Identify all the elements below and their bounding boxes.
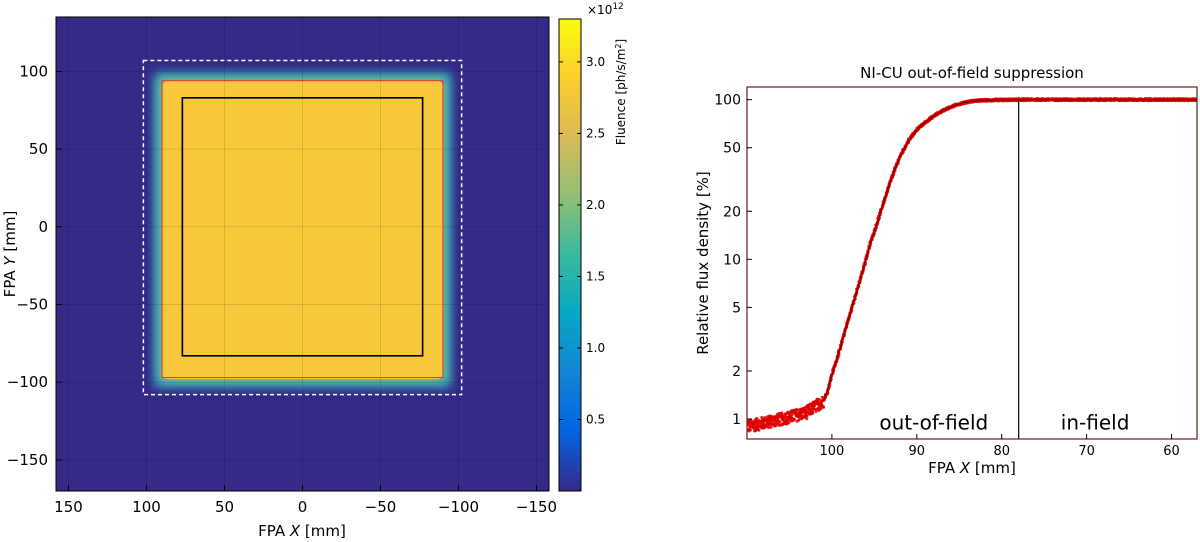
- heatmap-grid: [56, 17, 549, 491]
- x-tick-label: 100: [819, 444, 844, 459]
- data-point: [817, 397, 821, 401]
- colorbar-tick-label: 2.5: [586, 126, 605, 140]
- data-point: [769, 419, 773, 423]
- data-point: [792, 417, 796, 421]
- profile-core-line: [822, 99, 1197, 402]
- data-point: [822, 405, 826, 409]
- y-tick-label: 10: [723, 252, 741, 268]
- outline-white-dashed: [142, 59, 463, 396]
- suppression-panel: NI-CU out-of-field suppression 100 90 80 70…: [694, 64, 1198, 477]
- data-point: [769, 425, 773, 429]
- data-point: [812, 404, 816, 408]
- y-tick-label: −150: [7, 451, 48, 469]
- x-tick-label: 50: [215, 498, 234, 516]
- colorbar-tick-label: 1.0: [586, 341, 605, 355]
- scatter-annotations: out-of-field in-field: [879, 411, 1129, 435]
- x-tick-label: 70: [1078, 444, 1095, 459]
- heatmap-ticks: 150 100 50 0 −50 −100 −150 100 50 0 −50 −100 −150: [7, 62, 557, 516]
- x-tick-label: 150: [54, 498, 83, 516]
- x-tick-label: 80: [993, 444, 1010, 459]
- scatter-ticks: 100 90 80 70 60 1 2 5 10 20 50 100: [714, 93, 1180, 459]
- x-tick-label: 60: [1163, 444, 1180, 459]
- x-tick-label: 90: [909, 444, 926, 459]
- data-point: [749, 428, 753, 432]
- y-tick-label: 50: [723, 141, 741, 157]
- x-tick-label: −150: [516, 498, 557, 516]
- colorbar-tick-label: 0.5: [586, 412, 605, 426]
- data-point: [778, 420, 782, 424]
- x-tick-label: −50: [365, 498, 397, 516]
- y-tick-label: 50: [29, 140, 48, 158]
- scatter-xlabel: FPA X [mm]: [928, 459, 1016, 477]
- data-point: [811, 411, 815, 415]
- y-tick-label: 100: [19, 62, 48, 80]
- colorbar-tick-label: 3.0: [586, 55, 605, 69]
- data-point: [805, 414, 809, 418]
- data-point: [783, 416, 787, 420]
- colorbar-multiplier: ×1012: [587, 2, 624, 17]
- outline-red: [161, 80, 444, 379]
- y-tick-label: 100: [714, 93, 741, 109]
- y-tick-label: 1: [732, 412, 741, 428]
- data-point: [753, 423, 757, 427]
- heatmap-panel: 150 100 50 0 −50 −100 −150 100 50 0 −50 −100 −150 FP…: [1, 16, 557, 540]
- y-tick-label: 5: [732, 300, 741, 316]
- colorbar-gradient: [558, 18, 582, 492]
- colorbar: 0.5 1.0 1.5 2.0 2.5 3.0 ×1012 Fluence [ph/s/m…: [558, 2, 628, 492]
- data-point: [776, 417, 780, 421]
- data-point: [814, 409, 818, 413]
- data-point: [790, 413, 794, 417]
- annotation-1: in-field: [1061, 411, 1130, 435]
- detector-outline-black: [181, 97, 424, 357]
- colorbar-tick-label: 2.0: [586, 198, 605, 212]
- y-tick-label: 20: [723, 204, 741, 220]
- colorbar-ticks: 0.5 1.0 1.5 2.0 2.5 3.0: [559, 55, 605, 426]
- data-point: [797, 418, 801, 422]
- data-point: [784, 412, 788, 416]
- y-tick-label: 2: [732, 364, 741, 380]
- y-tick-label: 0: [38, 218, 48, 236]
- heatmap-ylabel: FPA Y [mm]: [1, 211, 19, 298]
- data-point: [774, 424, 778, 428]
- annotation-0: out-of-field: [879, 411, 988, 435]
- y-tick-label: −100: [7, 373, 48, 391]
- x-tick-label: −100: [438, 498, 479, 516]
- data-point: [777, 423, 781, 427]
- scatter-points: [747, 97, 1197, 433]
- scatter-ylabel: Relative flux density [%]: [694, 171, 712, 355]
- heatmap-xlabel: FPA X [mm]: [258, 522, 346, 540]
- scatter-frame: [746, 86, 1198, 440]
- x-tick-label: 0: [298, 498, 308, 516]
- colorbar-tick-label: 1.5: [586, 269, 605, 283]
- x-tick-label: 100: [132, 498, 161, 516]
- y-tick-label: −50: [16, 296, 48, 314]
- heatmap-illuminated-region: [162, 80, 443, 380]
- scatter-title: NI-CU out-of-field suppression: [860, 64, 1084, 82]
- data-point: [755, 416, 759, 420]
- data-point: [805, 417, 809, 421]
- data-point: [757, 428, 761, 432]
- colorbar-label: Fluence [ph/s/m2]: [614, 39, 628, 145]
